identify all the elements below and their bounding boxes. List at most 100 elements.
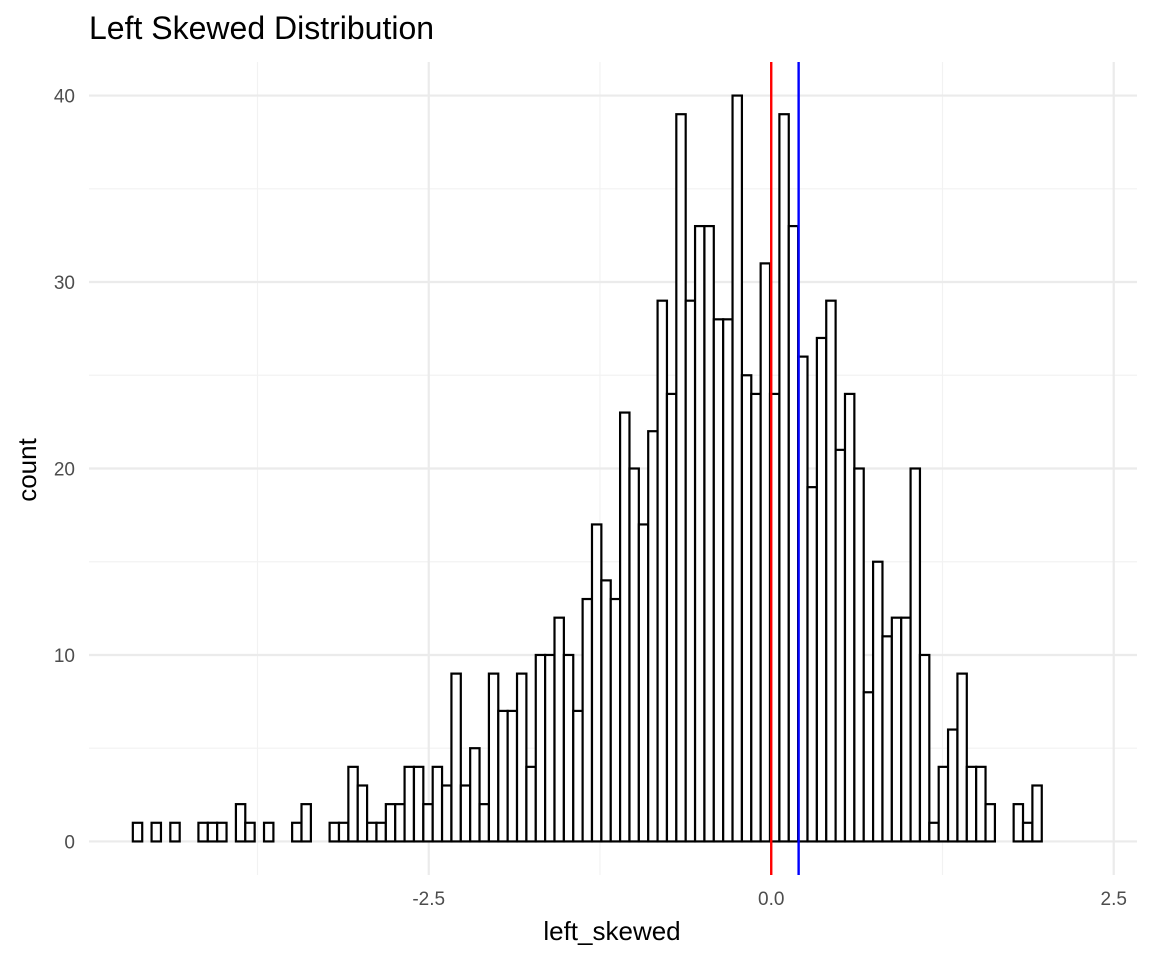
x-axis-ticks: -2.5 0.0 2.5: [412, 889, 1127, 910]
histogram-bar: [693, 224, 706, 843]
histogram-bar: [665, 392, 678, 843]
histogram-bar: [956, 672, 968, 843]
histogram-bar: [900, 616, 912, 843]
x-tick-label: 2.5: [1101, 889, 1127, 910]
histogram-bar: [890, 616, 903, 843]
reference-lines: [770, 62, 800, 875]
histogram-bar: [1012, 803, 1025, 843]
histogram-bar: [440, 784, 453, 843]
histogram-bar: [197, 821, 209, 843]
histogram-bar: [740, 374, 753, 843]
histogram-bar: [871, 560, 884, 843]
y-tick-label: 20: [54, 460, 75, 481]
histogram-bar: [347, 765, 359, 843]
histogram-bar: [478, 803, 491, 843]
x-tick-label: 0.0: [758, 889, 784, 910]
x-axis-title: left_skewed: [543, 916, 680, 946]
histogram-bar: [881, 635, 893, 843]
histogram-bar: [384, 803, 397, 843]
histogram-bar: [131, 821, 144, 843]
histogram-bar: [469, 747, 481, 843]
histogram-bar: [975, 765, 987, 843]
histogram-bar: [431, 765, 444, 843]
histogram-bar: [422, 803, 434, 843]
histogram-bar: [946, 728, 959, 843]
histogram-bar: [525, 765, 537, 843]
histogram-bar: [825, 299, 837, 843]
histogram-bar: [544, 653, 556, 843]
histogram-bar: [928, 821, 940, 843]
histogram-bar: [515, 672, 528, 843]
histogram-bar: [412, 765, 425, 843]
histogram-bar: [356, 784, 369, 843]
histogram-bar: [937, 765, 950, 843]
histogram-bar: [834, 448, 847, 843]
histogram-bar: [703, 224, 715, 843]
y-tick-label: 0: [64, 832, 75, 853]
histogram-bar: [984, 803, 997, 843]
histogram-bar: [375, 821, 387, 843]
histogram-bar: [459, 784, 472, 843]
histogram-bar: [750, 392, 762, 843]
histogram-bar: [562, 653, 575, 843]
histogram-bar: [684, 299, 697, 843]
histogram-bar: [918, 653, 931, 843]
y-tick-label: 30: [54, 273, 75, 294]
histogram-bar: [787, 224, 800, 843]
histogram-bar: [1021, 821, 1034, 843]
histogram-bar: [365, 821, 378, 843]
y-axis-title: count: [12, 437, 42, 501]
histogram-bar: [675, 113, 687, 843]
y-tick-label: 40: [54, 87, 75, 108]
histogram-bar: [291, 821, 303, 843]
histogram-bar: [853, 467, 865, 843]
histogram-bar: [328, 821, 341, 843]
histogram-bar: [843, 392, 856, 843]
histogram-bar: [394, 803, 406, 843]
histogram-bar: [450, 672, 462, 843]
histogram-bar: [590, 523, 603, 843]
histogram-bar: [506, 709, 519, 843]
histogram-bar: [637, 523, 650, 843]
histogram-bar: [712, 318, 725, 843]
histogram-bar: [965, 765, 978, 843]
histogram-bar: [862, 691, 875, 843]
histogram-bar: [628, 467, 640, 843]
histogram-bar: [656, 299, 669, 843]
histogram-bar: [234, 803, 247, 843]
histogram-bar: [618, 411, 631, 843]
histogram-bar: [169, 821, 181, 843]
histogram-bar: [216, 821, 228, 843]
y-tick-label: 10: [54, 646, 75, 667]
histogram-bar: [244, 821, 256, 843]
x-tick-label: -2.5: [412, 889, 445, 910]
y-axis-ticks: 0 10 20 30 40: [54, 87, 75, 854]
histogram-bar: [337, 821, 350, 843]
histogram-bar: [262, 821, 275, 843]
histogram-bar: [206, 821, 219, 843]
histogram-bar: [731, 94, 744, 843]
histogram-bar: [647, 430, 659, 843]
histogram-bar: [300, 803, 312, 843]
histogram-bar: [778, 113, 790, 843]
histogram-bar: [581, 597, 594, 843]
histogram-bar: [150, 821, 163, 843]
chart-title: Left Skewed Distribution: [89, 10, 434, 46]
histogram-bar: [553, 616, 565, 843]
histogram-bar: [909, 467, 922, 843]
histogram-bar: [487, 672, 500, 843]
histogram-bar: [609, 597, 622, 843]
histogram-bar: [600, 579, 612, 843]
histogram-bar: [722, 318, 734, 843]
bars: [131, 94, 1043, 843]
histogram-bar: [759, 262, 772, 843]
histogram-bar: [1031, 784, 1043, 843]
histogram-bar: [806, 486, 818, 843]
histogram-bar: [497, 709, 509, 843]
histogram-bar: [534, 653, 547, 843]
histogram-bar: [815, 336, 828, 843]
histogram-bar: [572, 709, 584, 843]
histogram-bar: [403, 765, 416, 843]
